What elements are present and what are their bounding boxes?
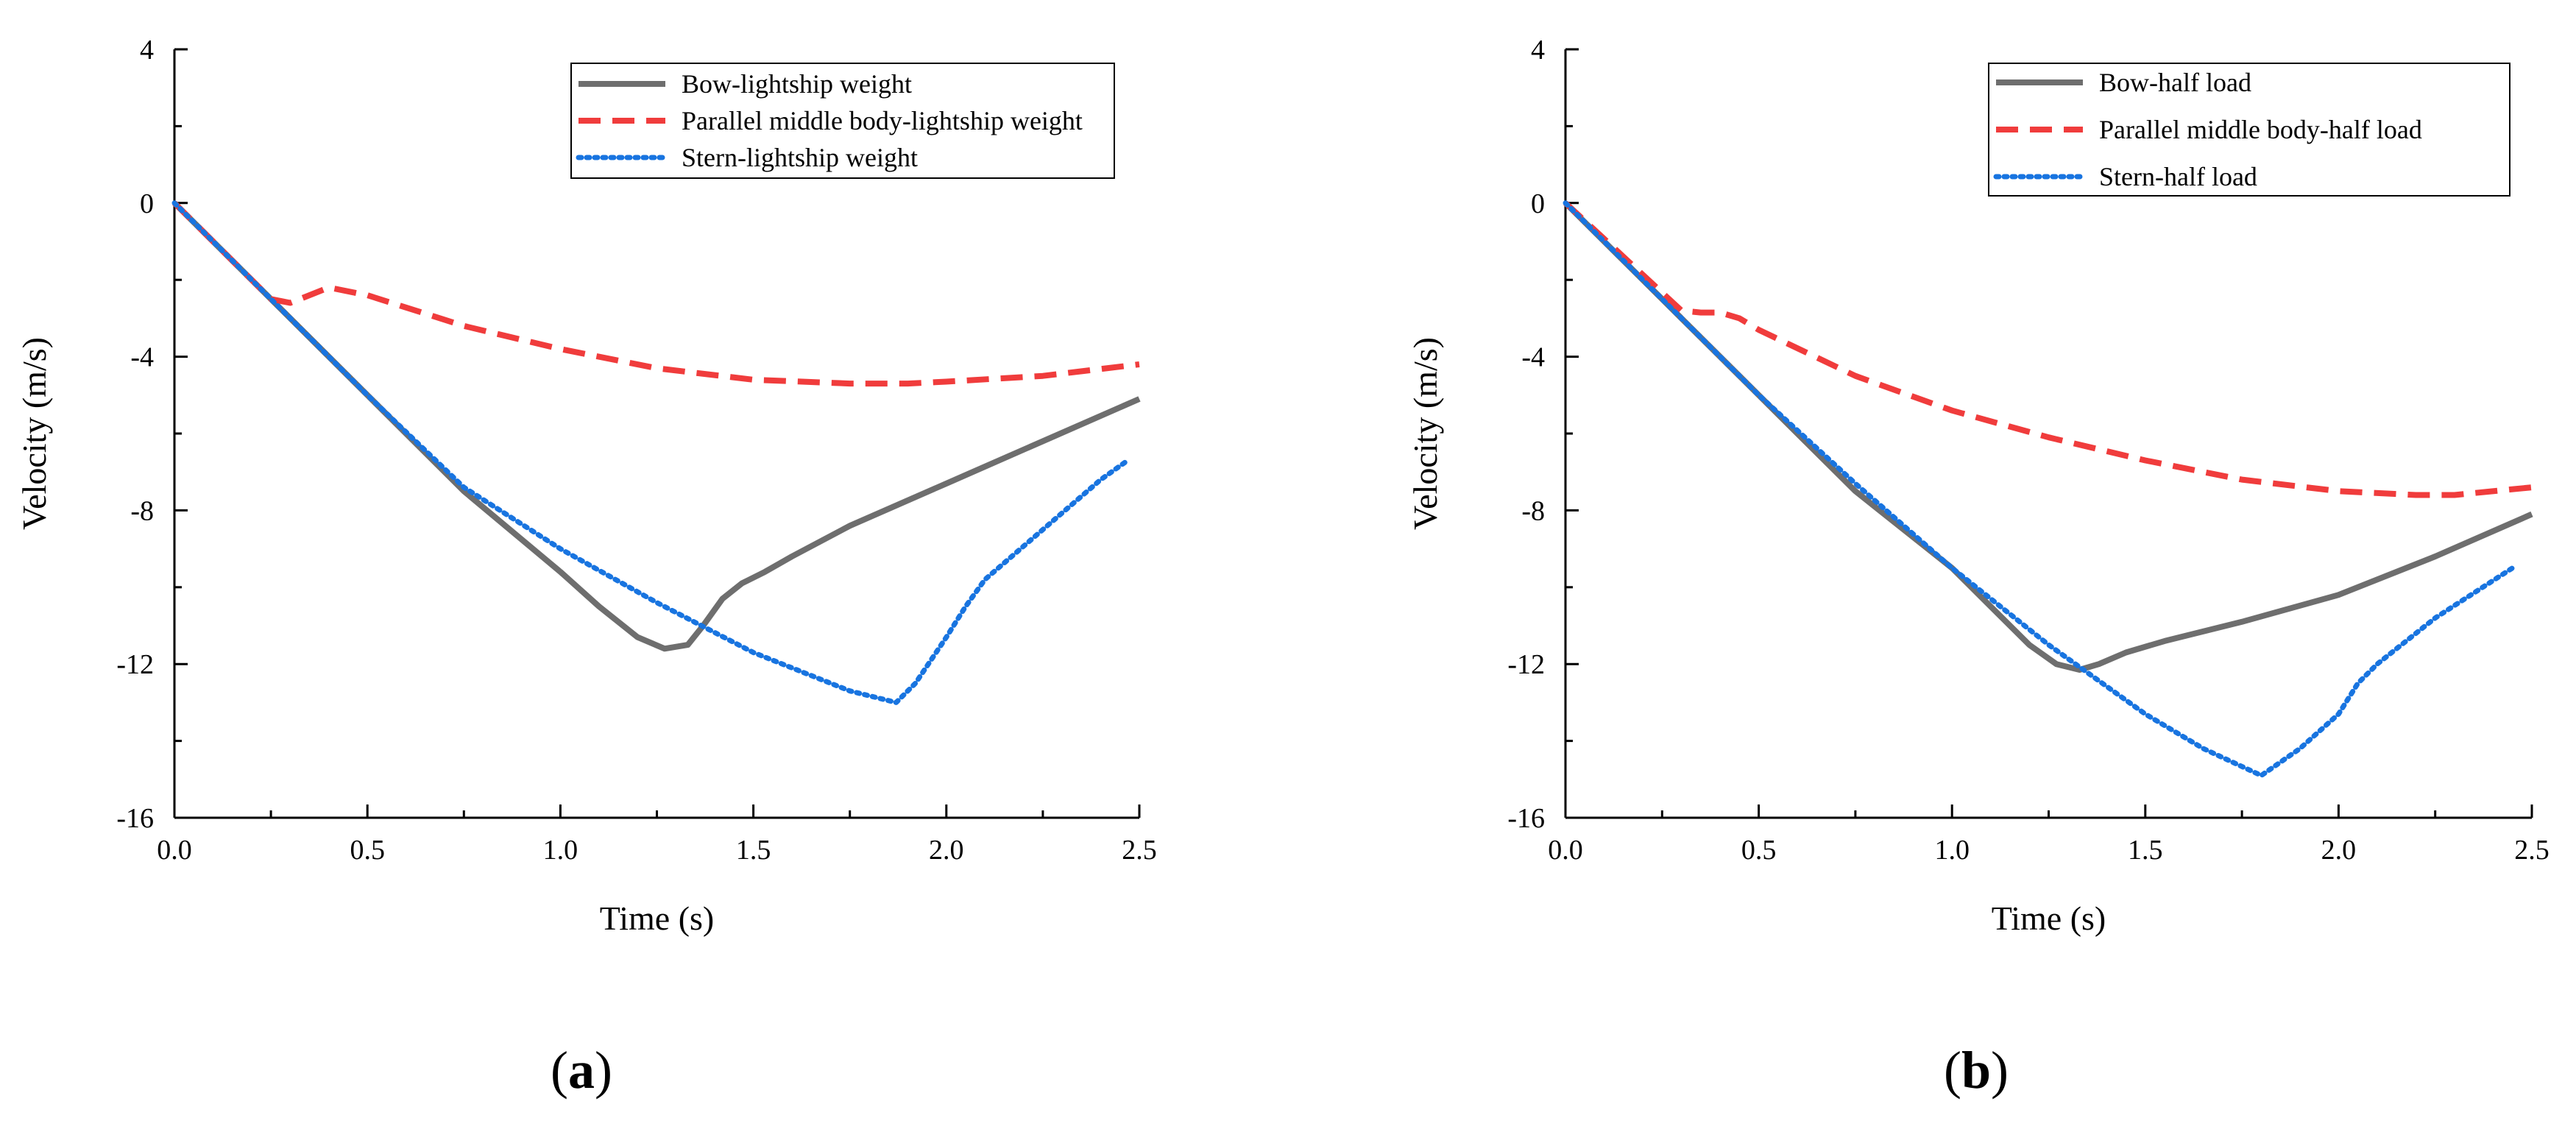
series-line-1 <box>172 200 1141 652</box>
x-tick-label: 0.0 <box>157 835 192 866</box>
legend: Bow-lightship weight Parallel middle body… <box>570 63 1115 179</box>
x-tick-label: 1.0 <box>543 835 578 866</box>
series-line-1 <box>1563 200 2533 673</box>
x-tick-label: 1.5 <box>736 835 771 866</box>
panel-label: (b) <box>1944 1041 2009 1100</box>
series-line-2 <box>172 200 1140 387</box>
x-axis-title: Time (s) <box>600 899 715 937</box>
legend: Bow-half load Parallel middle body-half l… <box>1988 63 2510 197</box>
panel-label-letter: a <box>568 1041 595 1100</box>
panel-label-open: ( <box>551 1041 568 1100</box>
y-tick-label: -4 <box>130 342 154 373</box>
panel-label-close: ) <box>1991 1041 2009 1100</box>
y-axis-title: Velocity (m/s) <box>1406 337 1444 530</box>
y-tick-label: -16 <box>116 803 154 834</box>
panel-label-open: ( <box>1944 1041 1961 1100</box>
panel-label-close: ) <box>595 1041 612 1100</box>
legend-label-3: Stern-half load <box>2099 162 2257 191</box>
x-tick-label: 1.5 <box>2128 835 2163 866</box>
series-line-2 <box>1563 200 2533 498</box>
chart-panel-b: 0.0 0.5 1.0 1.5 2.0 2.5 -16 -12 -8 -4 0 4 Time (s) Ve… <box>1406 35 2550 1100</box>
x-tick-label: 2.0 <box>929 835 964 866</box>
y-tick-label: 0 <box>1531 188 1545 219</box>
y-tick-label: -8 <box>1521 495 1545 526</box>
x-tick-label: 1.0 <box>1934 835 1970 866</box>
y-tick-label: 0 <box>140 188 154 219</box>
y-tick-label: 4 <box>140 35 154 66</box>
x-tick-label: 0.5 <box>350 835 385 866</box>
y-tick-label: -8 <box>130 495 154 526</box>
chart-panel-a: 0.0 0.5 1.0 1.5 2.0 2.5 -16 -12 -8 -4 0 4 Time (s) Ve… <box>15 35 1157 1100</box>
y-tick-label: -12 <box>116 649 154 680</box>
y-tick-label: -4 <box>1521 342 1545 373</box>
x-tick-label: 0.5 <box>1741 835 1777 866</box>
legend-label-1: Bow-lightship weight <box>682 69 912 99</box>
panel-label-letter: b <box>1961 1041 1991 1100</box>
legend-label-2: Parallel middle body-half load <box>2099 115 2422 144</box>
legend-label-3: Stern-lightship weight <box>682 143 918 172</box>
y-axis-title: Velocity (m/s) <box>15 337 53 530</box>
x-tick-label: 2.5 <box>2514 835 2550 866</box>
legend-label-1: Bow-half load <box>2099 68 2251 97</box>
x-tick-label: 2.0 <box>2321 835 2357 866</box>
y-tick-label: -16 <box>1507 803 1545 834</box>
series-line-3 <box>171 200 1130 705</box>
series-line-3 <box>1563 200 2516 779</box>
legend-label-2: Parallel middle body-lightship weight <box>682 106 1083 135</box>
y-tick-label: 4 <box>1531 35 1545 66</box>
x-tick-label: 2.5 <box>1122 835 1157 866</box>
x-tick-label: 0.0 <box>1548 835 1583 866</box>
y-tick-label: -12 <box>1507 649 1545 680</box>
panel-label: (a) <box>551 1041 612 1100</box>
x-axis-title: Time (s) <box>1992 899 2106 937</box>
